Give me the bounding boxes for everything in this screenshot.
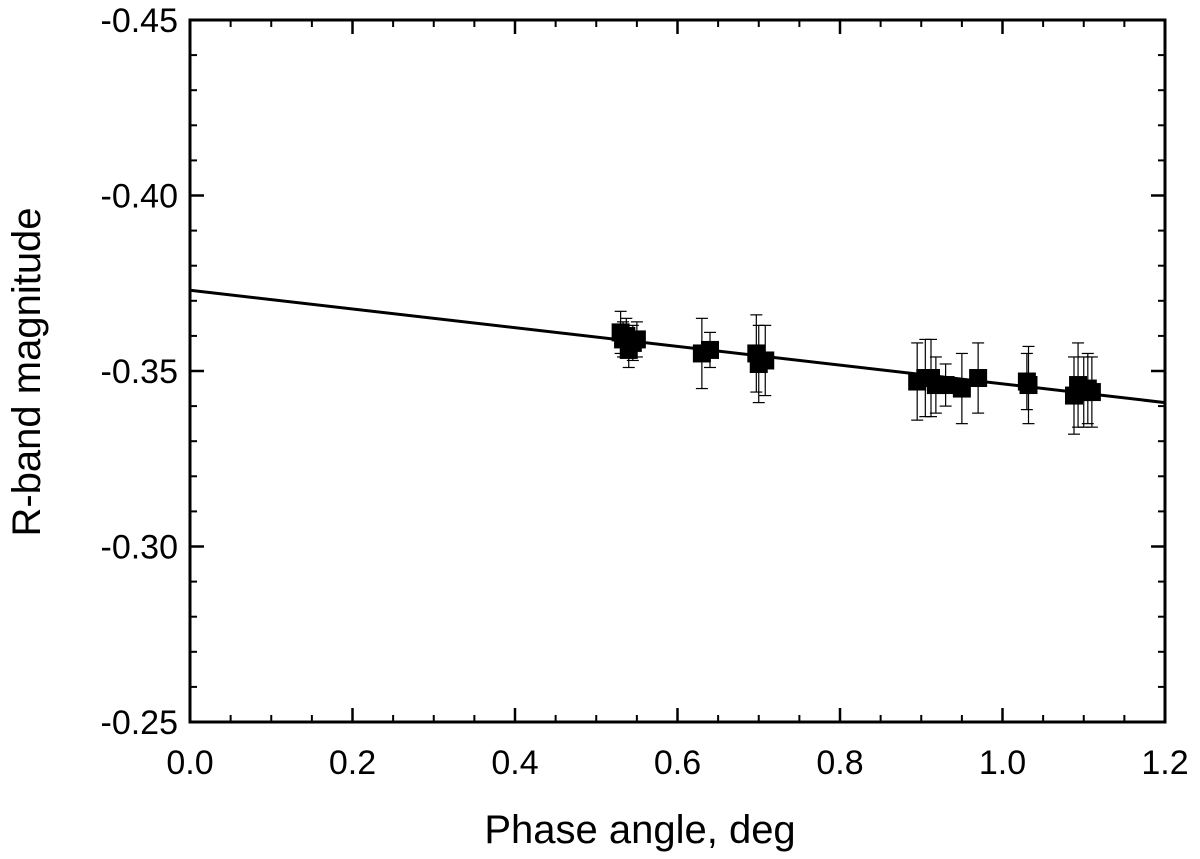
square-marker xyxy=(1082,383,1101,402)
square-marker xyxy=(952,379,971,398)
square-marker xyxy=(627,330,646,349)
x-tick-label: 1.2 xyxy=(1141,744,1188,782)
x-axis-title: Phase angle, deg xyxy=(484,808,795,852)
x-tick-label: 0.8 xyxy=(816,744,863,782)
square-marker xyxy=(936,376,955,395)
data-point xyxy=(1082,356,1101,428)
data-point xyxy=(936,363,955,407)
x-tick-label: 0.4 xyxy=(491,744,538,782)
data-point xyxy=(756,324,775,397)
data-point xyxy=(1019,345,1038,425)
x-tick-label: 1.0 xyxy=(979,744,1026,782)
axes: 0.0 0.2 0.4 0.6 0.8 1.0 1.2 -0.45 -0.40 -0.35 -0.3… xyxy=(101,2,1189,782)
data-point xyxy=(627,321,646,358)
y-tick-label: -0.25 xyxy=(101,704,179,742)
y-tick-label: -0.40 xyxy=(101,178,179,216)
data-point xyxy=(969,342,988,414)
fit-line xyxy=(189,288,1166,405)
fit-line-group xyxy=(189,288,1166,405)
plot-frame xyxy=(188,18,1167,724)
y-tick-label: -0.35 xyxy=(101,353,179,391)
square-marker xyxy=(969,369,988,388)
y-axis-title: R-band magnitude xyxy=(5,207,49,536)
x-tick-label: 0.2 xyxy=(329,744,376,782)
square-marker xyxy=(756,351,775,370)
y-tick-label: -0.45 xyxy=(101,2,179,40)
square-marker xyxy=(701,340,719,359)
data-points xyxy=(611,310,1101,435)
x-tick-label: 0.6 xyxy=(654,744,701,782)
data-point xyxy=(701,331,719,369)
x-tick-label: 0.0 xyxy=(166,744,213,782)
square-marker xyxy=(1019,376,1038,395)
y-tick-label: -0.30 xyxy=(101,529,179,567)
data-point xyxy=(952,352,971,425)
